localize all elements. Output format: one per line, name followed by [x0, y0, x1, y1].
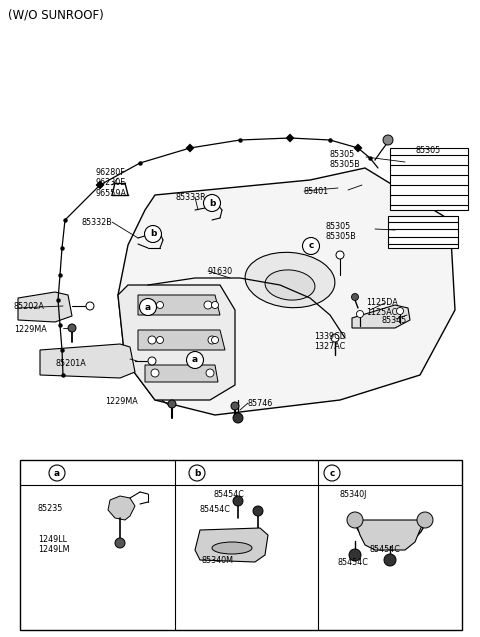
Circle shape [49, 465, 65, 481]
Text: 85454C: 85454C [338, 558, 369, 567]
Circle shape [336, 251, 344, 259]
Polygon shape [118, 285, 235, 400]
Polygon shape [355, 520, 425, 550]
Text: 85340J: 85340J [340, 490, 367, 499]
Circle shape [148, 301, 156, 309]
Circle shape [189, 465, 205, 481]
Circle shape [417, 512, 433, 528]
Circle shape [324, 465, 340, 481]
Text: a: a [54, 468, 60, 478]
Circle shape [357, 310, 363, 317]
Polygon shape [352, 305, 410, 328]
Text: 85333R: 85333R [175, 193, 205, 202]
Text: 85305: 85305 [415, 146, 440, 155]
Text: 85340M: 85340M [202, 556, 234, 565]
Circle shape [156, 301, 164, 308]
Text: 85401: 85401 [304, 187, 329, 196]
Circle shape [384, 554, 396, 566]
Circle shape [144, 225, 161, 243]
Text: 1229MA: 1229MA [105, 397, 138, 406]
Text: 85454C: 85454C [370, 545, 401, 554]
Text: (W/O SUNROOF): (W/O SUNROOF) [8, 8, 104, 21]
Circle shape [148, 336, 156, 344]
Text: c: c [308, 241, 314, 250]
Text: 85235: 85235 [38, 504, 63, 513]
Circle shape [208, 336, 216, 344]
Circle shape [383, 135, 393, 145]
Circle shape [204, 194, 220, 211]
Text: 1229MA: 1229MA [14, 325, 47, 334]
Circle shape [156, 336, 164, 343]
Text: a: a [145, 303, 151, 311]
Polygon shape [286, 134, 294, 142]
Circle shape [212, 336, 218, 343]
Text: c: c [329, 468, 335, 478]
Text: 85201A: 85201A [55, 359, 86, 368]
Polygon shape [388, 216, 458, 248]
Polygon shape [186, 144, 194, 152]
Polygon shape [20, 460, 462, 630]
Text: 85202A: 85202A [14, 302, 45, 311]
Circle shape [253, 506, 263, 516]
Text: b: b [194, 468, 200, 478]
Circle shape [86, 302, 94, 310]
Polygon shape [138, 295, 220, 315]
Circle shape [231, 402, 239, 410]
Text: 1249LL
1249LM: 1249LL 1249LM [38, 535, 70, 554]
Circle shape [396, 308, 404, 315]
Polygon shape [390, 148, 468, 210]
Polygon shape [18, 292, 72, 322]
Circle shape [347, 512, 363, 528]
Text: 96280F
96230E
96559A: 96280F 96230E 96559A [95, 168, 126, 198]
Circle shape [233, 413, 243, 423]
Circle shape [187, 352, 204, 368]
Text: 85332B: 85332B [82, 218, 113, 227]
Circle shape [204, 301, 212, 309]
Circle shape [212, 301, 218, 308]
Polygon shape [354, 144, 362, 152]
Circle shape [168, 400, 176, 408]
Text: 85454C: 85454C [213, 490, 244, 499]
Ellipse shape [245, 252, 335, 308]
Circle shape [233, 496, 243, 506]
Circle shape [151, 369, 159, 377]
Ellipse shape [265, 270, 315, 300]
Text: 85345: 85345 [381, 316, 406, 325]
Text: b: b [150, 229, 156, 238]
Polygon shape [138, 330, 225, 350]
Text: 1125DA
1125AC: 1125DA 1125AC [366, 298, 398, 317]
Text: 85746: 85746 [248, 399, 273, 408]
Text: 91630: 91630 [208, 267, 233, 276]
Circle shape [148, 357, 156, 365]
Circle shape [115, 538, 125, 548]
Circle shape [349, 549, 361, 561]
Text: 85305
85305B: 85305 85305B [329, 150, 360, 169]
Circle shape [351, 294, 359, 301]
Text: 85305
85305B: 85305 85305B [326, 222, 357, 241]
Text: 1339CD
1327AC: 1339CD 1327AC [314, 332, 346, 352]
Circle shape [331, 334, 339, 342]
Circle shape [68, 324, 76, 332]
Polygon shape [108, 496, 135, 520]
Circle shape [302, 238, 320, 255]
Text: a: a [192, 355, 198, 364]
Polygon shape [118, 168, 455, 415]
Polygon shape [96, 181, 104, 189]
Polygon shape [40, 344, 135, 378]
Polygon shape [145, 365, 218, 382]
Polygon shape [195, 528, 268, 562]
Text: b: b [209, 199, 215, 208]
Circle shape [140, 299, 156, 315]
Ellipse shape [212, 542, 252, 554]
Text: 85454C: 85454C [200, 505, 231, 514]
Circle shape [206, 369, 214, 377]
